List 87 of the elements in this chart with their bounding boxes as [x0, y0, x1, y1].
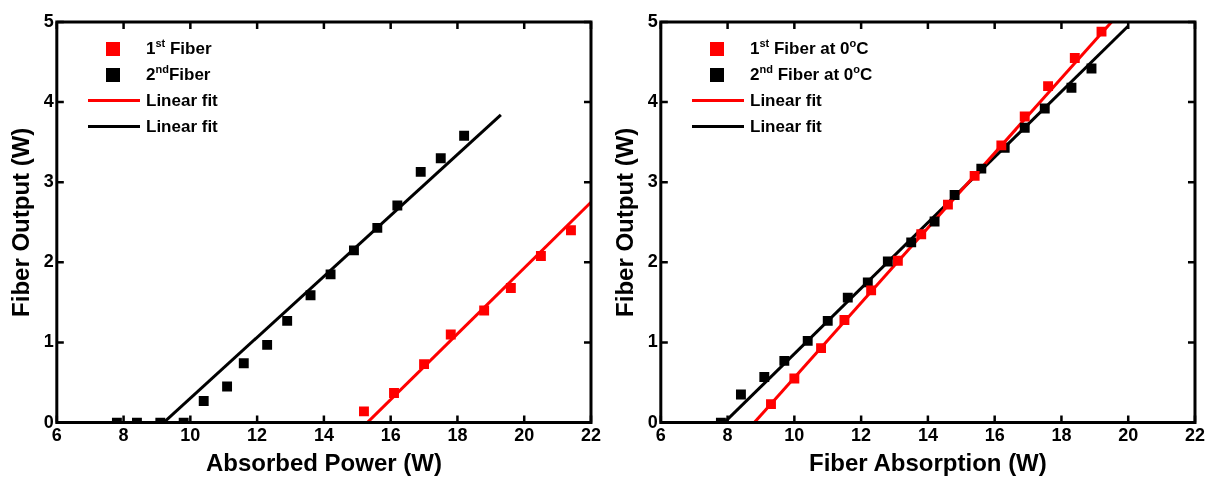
point	[842, 292, 853, 303]
y-tick-label: 5	[43, 10, 54, 31]
point	[916, 229, 927, 240]
x-tick-label: 14	[313, 425, 334, 446]
point	[942, 199, 953, 210]
y-tick-label: 3	[647, 171, 658, 192]
y-tick-label: 3	[43, 171, 54, 192]
point	[325, 269, 336, 280]
x-tick-label: 18	[1051, 425, 1072, 446]
x-tick-label: 16	[380, 425, 401, 446]
point	[505, 283, 516, 293]
legend-label: 2$^{nd}$ Fiber at 0$^{o}$C	[750, 62, 873, 86]
x-tick-label: 12	[851, 425, 872, 446]
point	[305, 290, 316, 301]
legend-label: 1$^{st}$ Fiber at 0$^{o}$C	[750, 36, 869, 60]
point	[1069, 53, 1080, 63]
point	[1096, 26, 1107, 37]
y-tick-label: 0	[43, 411, 54, 432]
point	[839, 315, 850, 325]
y-axis-title: Fiber Output (W)	[611, 127, 639, 317]
point	[789, 373, 800, 384]
point	[419, 359, 430, 370]
y-tick-label: 5	[647, 10, 658, 31]
x-tick-label: 18	[447, 425, 468, 446]
point	[766, 399, 776, 410]
point	[1043, 81, 1054, 92]
point	[415, 166, 426, 177]
point	[222, 381, 233, 392]
point	[1019, 111, 1030, 122]
legend-label: Linear fit	[146, 116, 218, 138]
point	[389, 388, 399, 398]
point	[435, 153, 446, 164]
legend-label: 1$^{st}$ Fiber	[146, 36, 212, 60]
point	[359, 406, 369, 417]
point	[906, 237, 917, 248]
y-axis-title: Fiber Output (W)	[7, 127, 35, 317]
point	[949, 190, 960, 201]
y-tick-label: 2	[647, 251, 658, 272]
point	[779, 355, 790, 366]
x-tick-label: 10	[784, 425, 805, 446]
x-tick-label: 16	[984, 425, 1005, 446]
point	[969, 170, 980, 181]
x-tick-label: 22	[1184, 425, 1205, 446]
x-tick-label: 8	[118, 425, 129, 446]
point	[445, 329, 456, 340]
x-tick-label: 14	[917, 425, 938, 446]
point	[866, 285, 877, 296]
point	[802, 335, 813, 346]
x-tick-label: 20	[1118, 425, 1139, 446]
point	[198, 396, 209, 406]
point	[238, 358, 249, 369]
legend-label: Linear fit	[750, 116, 822, 138]
x-tick-label: 12	[247, 425, 268, 446]
x-axis-title: Absorbed Power (W)	[205, 449, 442, 477]
point	[459, 130, 470, 141]
y-tick-label: 4	[43, 91, 54, 112]
point	[282, 315, 293, 326]
point	[392, 200, 403, 211]
point	[262, 339, 273, 350]
y-tick-label: 2	[43, 251, 54, 272]
x-tick-label: 10	[180, 425, 201, 446]
point	[759, 371, 770, 382]
x-tick-label: 22	[580, 425, 601, 446]
y-tick-label: 4	[647, 91, 658, 112]
point	[372, 222, 383, 233]
x-tick-label: 8	[722, 425, 733, 446]
x-axis-title: Fiber Absorption (W)	[809, 449, 1047, 477]
point	[816, 343, 827, 354]
x-tick-label: 20	[514, 425, 535, 446]
point	[479, 305, 490, 316]
point	[1066, 82, 1077, 93]
point	[882, 256, 893, 267]
point	[929, 216, 940, 227]
point	[1039, 103, 1050, 114]
y-tick-label: 1	[43, 331, 54, 352]
legend-label: 2$^{nd}$Fiber	[146, 62, 211, 86]
point	[349, 245, 359, 256]
legend-label: Linear fit	[146, 90, 218, 112]
point	[822, 315, 833, 326]
point	[735, 389, 746, 400]
point	[892, 255, 903, 266]
point	[535, 251, 546, 261]
point	[566, 225, 576, 236]
point	[1019, 122, 1030, 133]
y-tick-label: 0	[647, 411, 658, 432]
y-tick-label: 1	[647, 331, 658, 352]
legend-label: Linear fit	[750, 90, 822, 112]
